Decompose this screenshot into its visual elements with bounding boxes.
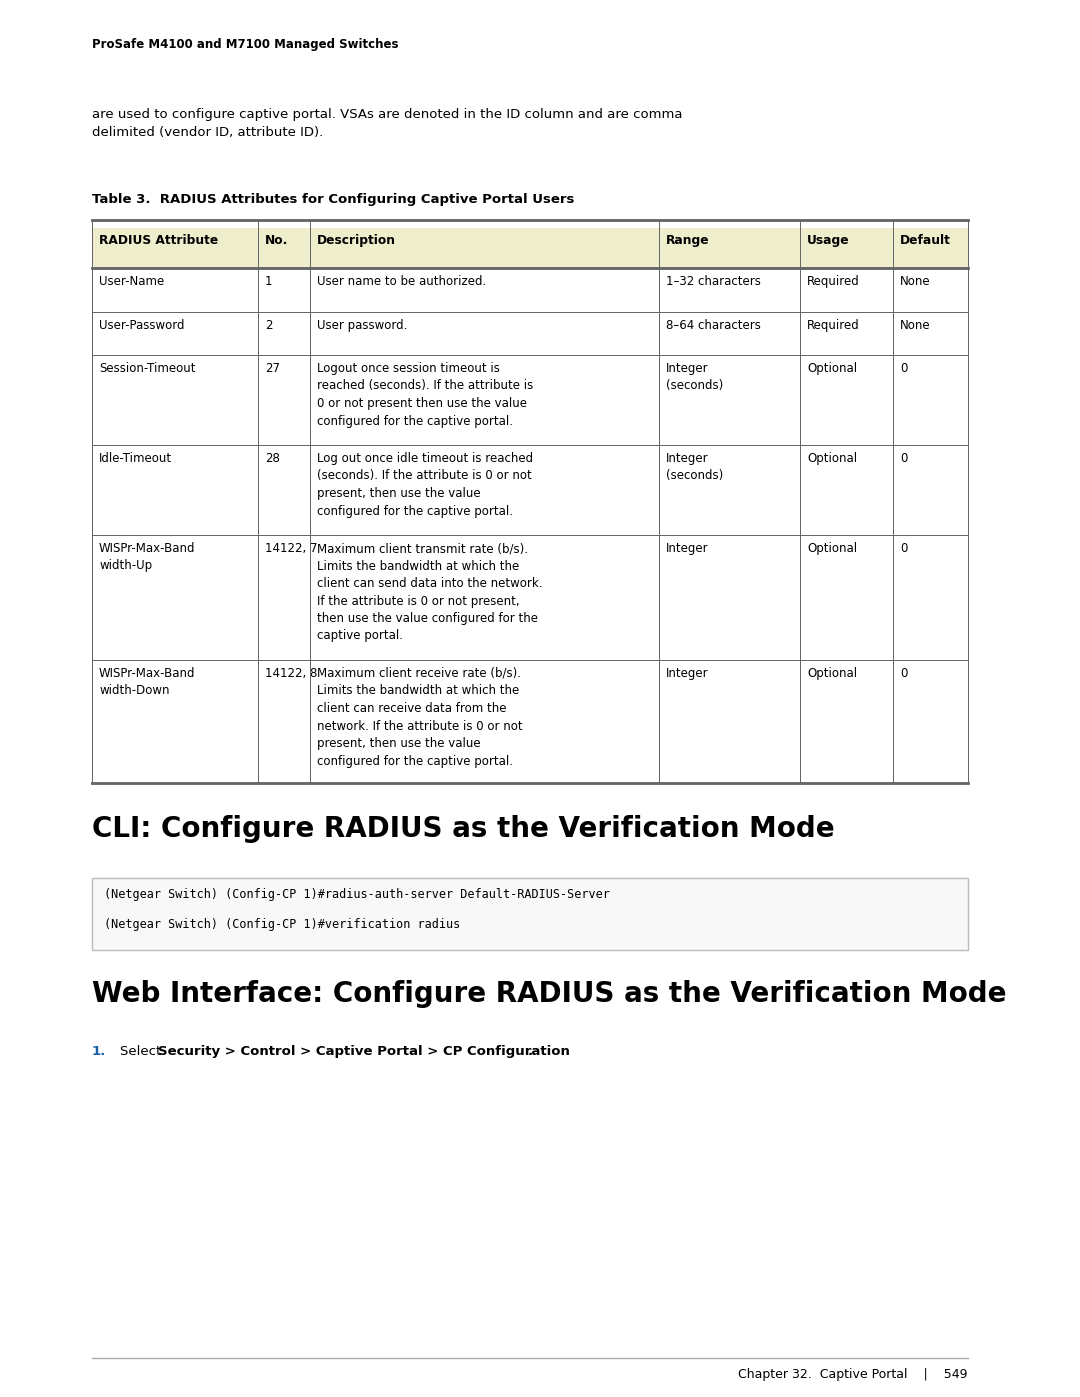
Text: Select: Select <box>120 1045 165 1058</box>
Text: Security > Control > Captive Portal > CP Configuration: Security > Control > Captive Portal > CP… <box>158 1045 570 1058</box>
Text: WISPr-Max-Band
width-Down: WISPr-Max-Band width-Down <box>99 666 195 697</box>
Text: Session-Timeout: Session-Timeout <box>99 362 195 374</box>
Text: User name to be authorized.: User name to be authorized. <box>318 275 486 288</box>
Text: Integer: Integer <box>666 542 708 555</box>
Text: 1: 1 <box>265 275 272 288</box>
Text: Optional: Optional <box>807 666 858 680</box>
Text: None: None <box>900 275 931 288</box>
Text: Integer: Integer <box>666 666 708 680</box>
Text: 0: 0 <box>900 453 907 465</box>
Text: User-Name: User-Name <box>99 275 164 288</box>
Text: Range: Range <box>666 235 710 247</box>
Text: RADIUS Attribute: RADIUS Attribute <box>99 235 218 247</box>
Text: are used to configure captive portal. VSAs are denoted in the ID column and are : are used to configure captive portal. VS… <box>92 108 683 138</box>
Text: User password.: User password. <box>318 319 407 332</box>
Text: 8–64 characters: 8–64 characters <box>666 319 761 332</box>
Text: 1–32 characters: 1–32 characters <box>666 275 761 288</box>
Text: 1.: 1. <box>92 1045 106 1058</box>
Text: Log out once idle timeout is reached
(seconds). If the attribute is 0 or not
pre: Log out once idle timeout is reached (se… <box>318 453 534 517</box>
Text: 2: 2 <box>265 319 272 332</box>
Text: ProSafe M4100 and M7100 Managed Switches: ProSafe M4100 and M7100 Managed Switches <box>92 38 399 52</box>
Text: User-Password: User-Password <box>99 319 185 332</box>
Text: None: None <box>900 319 931 332</box>
Text: Optional: Optional <box>807 362 858 374</box>
Text: Required: Required <box>807 319 860 332</box>
Text: No.: No. <box>265 235 288 247</box>
Bar <box>92 228 968 268</box>
Text: (Netgear Switch) (Config-CP 1)#verification radius: (Netgear Switch) (Config-CP 1)#verificat… <box>104 918 460 930</box>
Text: 14122, 7: 14122, 7 <box>265 542 318 555</box>
Text: 0: 0 <box>900 542 907 555</box>
Text: Web Interface: Configure RADIUS as the Verification Mode: Web Interface: Configure RADIUS as the V… <box>92 981 1007 1009</box>
Text: Integer
(seconds): Integer (seconds) <box>666 453 724 482</box>
Text: Optional: Optional <box>807 542 858 555</box>
Text: Chapter 32.  Captive Portal    |    549: Chapter 32. Captive Portal | 549 <box>739 1368 968 1382</box>
Text: .: . <box>528 1045 534 1058</box>
Text: Maximum client receive rate (b/s).
Limits the bandwidth at which the
client can : Maximum client receive rate (b/s). Limit… <box>318 666 523 767</box>
Text: Usage: Usage <box>807 235 850 247</box>
Text: CLI: Configure RADIUS as the Verification Mode: CLI: Configure RADIUS as the Verificatio… <box>92 814 835 842</box>
Text: WISPr-Max-Band
width-Up: WISPr-Max-Band width-Up <box>99 542 195 573</box>
Text: 28: 28 <box>265 453 280 465</box>
Text: 27: 27 <box>265 362 280 374</box>
Text: Maximum client transmit rate (b/s).
Limits the bandwidth at which the
client can: Maximum client transmit rate (b/s). Limi… <box>318 542 542 643</box>
Text: 14122, 8: 14122, 8 <box>265 666 318 680</box>
Text: 0: 0 <box>900 666 907 680</box>
Text: Description: Description <box>318 235 396 247</box>
Text: Table 3.  RADIUS Attributes for Configuring Captive Portal Users: Table 3. RADIUS Attributes for Configuri… <box>92 193 575 205</box>
Text: 0: 0 <box>900 362 907 374</box>
Text: Logout once session timeout is
reached (seconds). If the attribute is
0 or not p: Logout once session timeout is reached (… <box>318 362 534 427</box>
Text: (Netgear Switch) (Config-CP 1)#radius-auth-server Default-RADIUS-Server: (Netgear Switch) (Config-CP 1)#radius-au… <box>104 888 610 901</box>
Bar <box>92 877 968 950</box>
Text: Default: Default <box>900 235 950 247</box>
Text: Idle-Timeout: Idle-Timeout <box>99 453 172 465</box>
Text: Optional: Optional <box>807 453 858 465</box>
Text: Required: Required <box>807 275 860 288</box>
Text: Integer
(seconds): Integer (seconds) <box>666 362 724 393</box>
